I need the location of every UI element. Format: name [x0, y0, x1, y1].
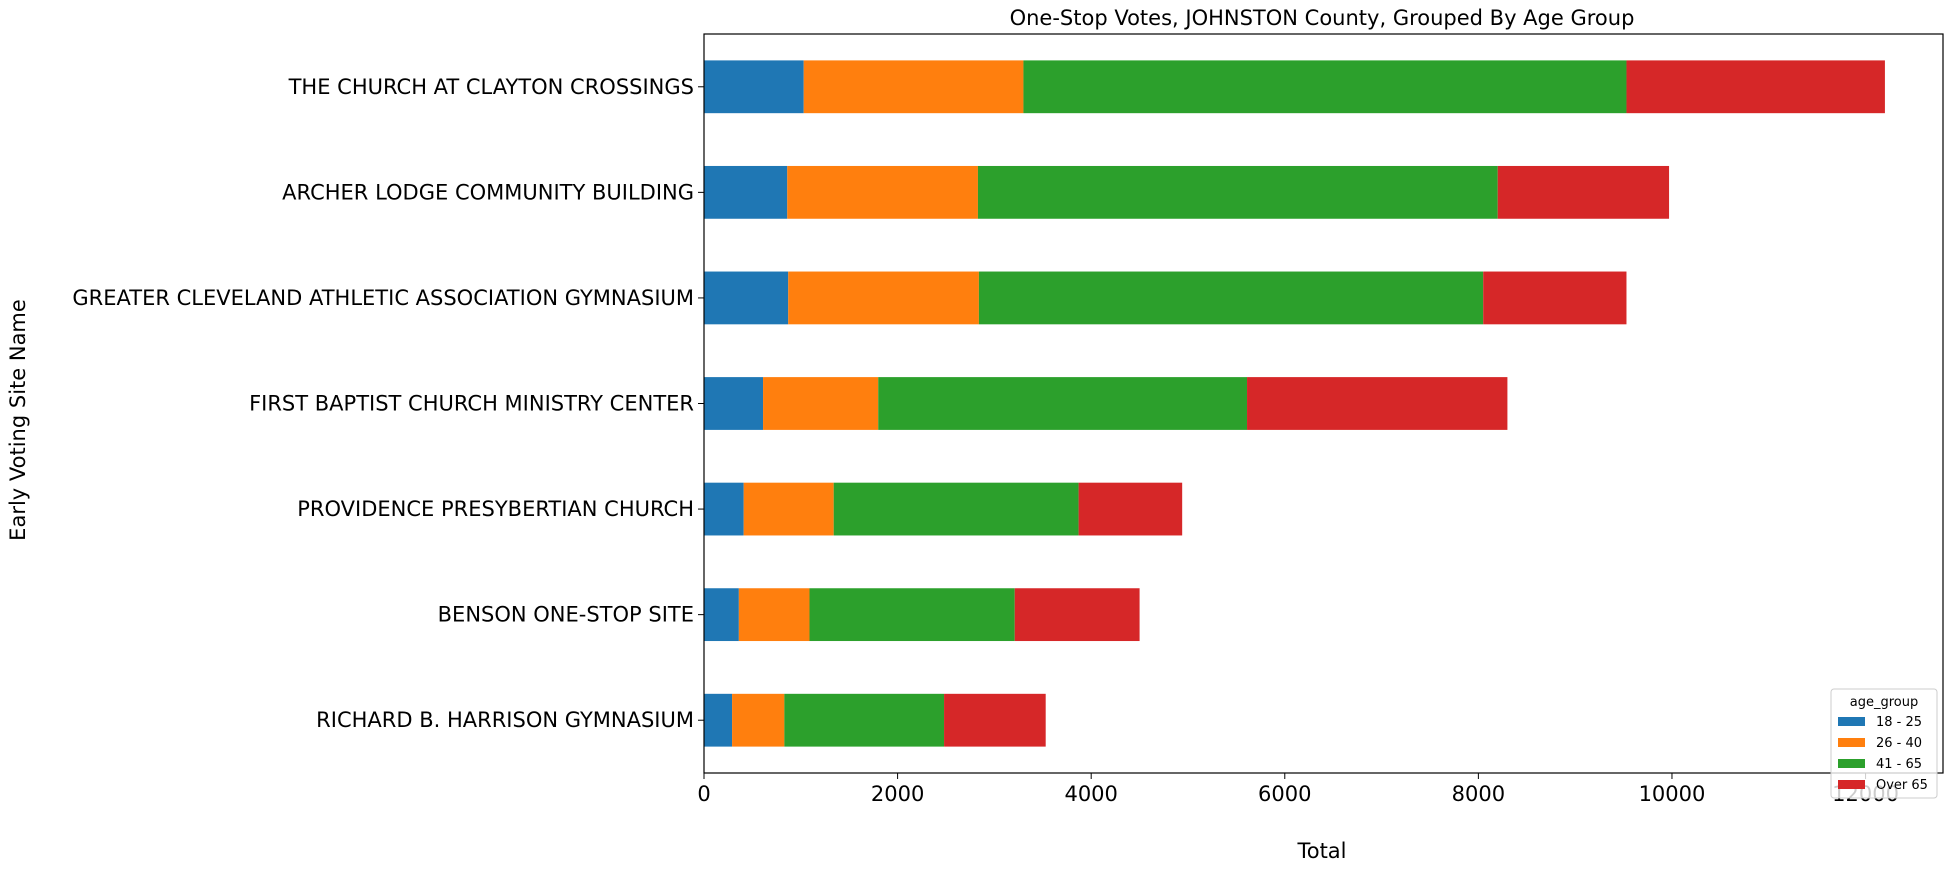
bar-segment	[732, 693, 785, 747]
legend-items: 18 - 25 26 - 40 41 - 65 Over 65	[1838, 715, 1928, 793]
bar-segment	[788, 271, 979, 325]
bar-segment	[1014, 588, 1140, 642]
legend-swatch	[1838, 780, 1865, 789]
bar-segment	[1497, 165, 1670, 219]
bar-segment	[704, 482, 744, 536]
legend-label: 26 - 40	[1876, 736, 1922, 751]
bar-segment	[1078, 482, 1183, 536]
legend: age_group 18 - 25 26 - 40 41 - 65 Over 65	[1830, 688, 1938, 799]
bar-segment	[1023, 60, 1627, 114]
x-tick-label: 10000	[1639, 782, 1706, 806]
x-tick-label: 8000	[1452, 782, 1505, 806]
legend-box	[1830, 688, 1938, 799]
x-tick-label: 6000	[1258, 782, 1311, 806]
bar-segment	[743, 482, 834, 536]
bar-segment	[787, 165, 978, 219]
legend-label: 41 - 65	[1876, 757, 1922, 772]
category-label: THE CHURCH AT CLAYTON CROSSINGS	[288, 75, 694, 99]
bar-segment	[763, 377, 879, 430]
x-tick-label: 4000	[1064, 782, 1117, 806]
bar-segment	[738, 588, 810, 642]
bar-segment	[1483, 271, 1627, 325]
bars-layer	[704, 60, 1885, 747]
category-labels: THE CHURCH AT CLAYTON CROSSINGS ARCHER LO…	[72, 75, 704, 732]
bar-segment	[809, 588, 1015, 642]
category-label: GREATER CLEVELAND ATHLETIC ASSOCIATION G…	[72, 286, 694, 310]
bar-segment	[833, 482, 1079, 536]
x-axis-ticks: 020004000600080001000012000	[697, 773, 1899, 806]
bar-segment	[1626, 60, 1885, 114]
bar-segment	[704, 693, 733, 747]
legend-label: Over 65	[1876, 778, 1928, 793]
bar-segment	[704, 377, 764, 430]
legend-swatch	[1838, 738, 1865, 747]
y-axis-title: Early Voting Site Name	[6, 299, 30, 541]
legend-label: 18 - 25	[1876, 715, 1922, 730]
category-label: ARCHER LODGE COMMUNITY BUILDING	[282, 180, 694, 204]
legend-title: age_group	[1850, 695, 1918, 710]
bar-segment	[977, 165, 1498, 219]
x-tick-label: 0	[697, 782, 710, 806]
bar-segment	[803, 60, 1024, 114]
category-label: FIRST BAPTIST CHURCH MINISTRY CENTER	[249, 392, 694, 416]
category-label: RICHARD B. HARRISON GYMNASIUM	[316, 708, 694, 732]
category-label: PROVIDENCE PRESYBERTIAN CHURCH	[297, 497, 694, 521]
x-tick-label: 2000	[871, 782, 924, 806]
bar-segment	[784, 693, 945, 747]
chart-title: One-Stop Votes, JOHNSTON County, Grouped…	[1010, 6, 1635, 30]
category-label: BENSON ONE-STOP SITE	[438, 603, 694, 627]
bar-segment	[704, 60, 804, 114]
bar-segment	[878, 377, 1248, 430]
legend-swatch	[1838, 717, 1865, 726]
x-axis-title: Total	[1296, 839, 1346, 863]
bar-segment	[704, 588, 739, 642]
legend-swatch	[1838, 759, 1865, 768]
bar-segment	[1247, 377, 1508, 430]
bar-segment	[978, 271, 1484, 325]
bar-segment	[944, 693, 1046, 747]
bar-segment	[704, 165, 788, 219]
bar-segment	[704, 271, 789, 325]
